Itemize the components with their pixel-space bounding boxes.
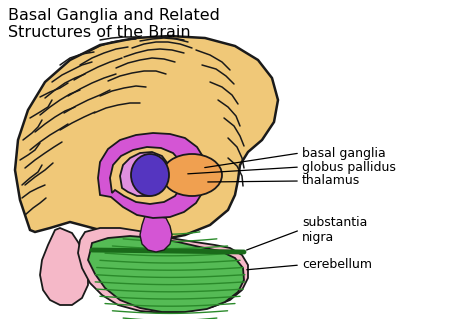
Text: substantia
nigra: substantia nigra [302,216,367,244]
Polygon shape [88,236,244,312]
Ellipse shape [131,154,169,196]
Polygon shape [98,133,207,218]
Polygon shape [120,152,170,196]
Ellipse shape [162,154,222,196]
Polygon shape [140,216,172,252]
Text: cerebellum: cerebellum [302,258,372,271]
Polygon shape [15,36,278,240]
Polygon shape [78,228,248,313]
Polygon shape [110,147,184,204]
Text: basal ganglia: basal ganglia [302,146,386,160]
Text: thalamus: thalamus [302,174,360,188]
Text: Basal Ganglia and Related
Structures of the Brain: Basal Ganglia and Related Structures of … [8,8,220,41]
Polygon shape [40,228,88,305]
Text: globus pallidus: globus pallidus [302,160,396,174]
